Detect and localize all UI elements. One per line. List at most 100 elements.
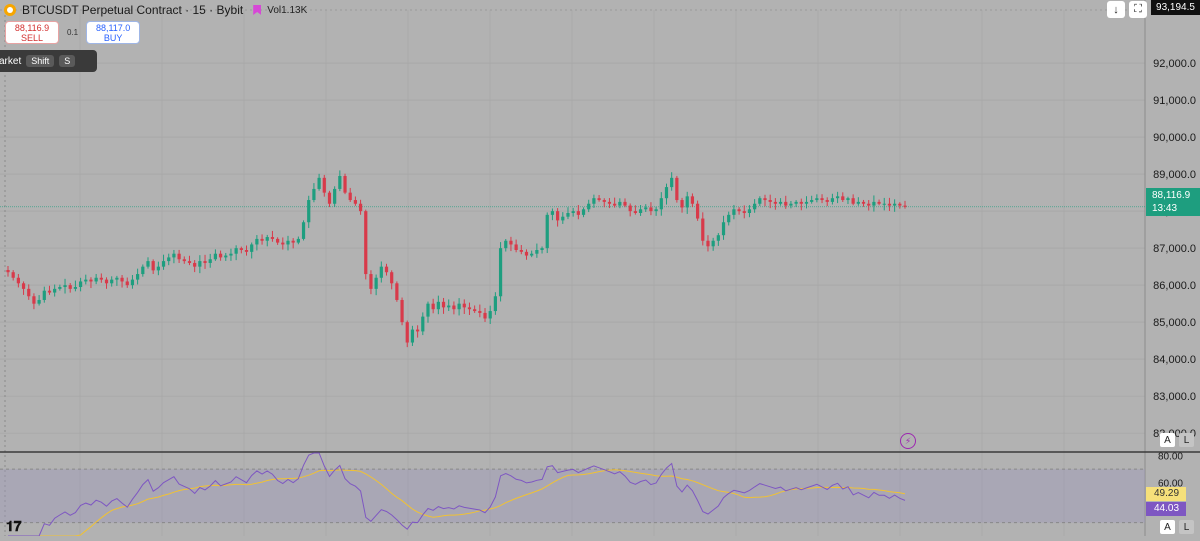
- candle: [384, 263, 389, 276]
- candle-body: [846, 198, 850, 201]
- shortcut-key-shift: Shift: [26, 55, 55, 67]
- candle: [773, 198, 777, 210]
- price-tick-label: 84,000.0: [1153, 354, 1196, 366]
- candle-body: [364, 211, 368, 275]
- price-tick-label: 92,000.0: [1153, 58, 1196, 70]
- candle-body: [255, 238, 259, 245]
- candle: [255, 235, 259, 251]
- bar-countdown: 13:43: [1152, 203, 1178, 214]
- candle: [27, 284, 31, 300]
- candle-body: [395, 283, 399, 300]
- candle: [270, 230, 275, 242]
- candle: [11, 270, 15, 281]
- candle: [115, 275, 119, 286]
- chart-top-buttons: ↓ ⛶: [1107, 1, 1147, 18]
- candle-body: [42, 290, 46, 300]
- candle: [467, 302, 472, 315]
- candle-body: [312, 188, 316, 201]
- candle-body: [576, 211, 580, 215]
- candle: [229, 248, 233, 261]
- tooltip-label: arket: [0, 55, 22, 67]
- candle-body: [820, 198, 824, 201]
- candle: [125, 277, 129, 288]
- buy-button[interactable]: 88,117.0 BUY: [86, 21, 141, 44]
- rsi-ma-value-badge: 49.29: [1146, 487, 1186, 501]
- candle-body: [592, 198, 596, 204]
- symbol-title[interactable]: BTCUSDT Perpetual Contract · 15 · Bybit: [22, 3, 244, 17]
- candle: [856, 197, 860, 206]
- candle-body: [711, 240, 715, 247]
- candle-body: [156, 266, 160, 271]
- candle: [768, 194, 772, 209]
- rsi-log-scale-toggle[interactable]: L: [1179, 520, 1194, 534]
- candle: [136, 268, 140, 285]
- candle: [16, 273, 20, 288]
- down-arrow-icon[interactable]: ↓: [1107, 1, 1125, 18]
- rsi-auto-scale-toggle[interactable]: A: [1160, 520, 1175, 534]
- sell-button[interactable]: 88,116.9 SELL: [5, 21, 59, 44]
- candle-body: [462, 303, 466, 308]
- candle-body: [644, 207, 648, 210]
- candle: [664, 183, 669, 205]
- auto-scale-toggle[interactable]: A: [1160, 433, 1175, 447]
- candle-body: [898, 203, 902, 206]
- flag-marker-icon[interactable]: [253, 5, 262, 15]
- crosshair-price-label: 93,194.5: [1151, 0, 1200, 15]
- candle-body: [737, 209, 741, 212]
- candle-body: [353, 200, 358, 204]
- candle: [141, 264, 145, 277]
- candle: [561, 212, 565, 224]
- log-scale-toggle[interactable]: L: [1179, 433, 1194, 447]
- candle: [483, 308, 487, 322]
- candle: [37, 295, 41, 306]
- candle-body: [664, 187, 669, 199]
- candle: [265, 234, 269, 247]
- buy-label: BUY: [103, 32, 123, 43]
- candle-body: [706, 240, 710, 247]
- candles: [6, 170, 907, 348]
- candle: [447, 299, 451, 312]
- candle-body: [882, 203, 886, 205]
- candle: [820, 194, 824, 204]
- candle-body: [89, 279, 93, 282]
- candle-body: [701, 218, 705, 241]
- candle-body: [587, 203, 591, 210]
- candle: [421, 312, 425, 336]
- candle-body: [208, 259, 212, 263]
- candle: [21, 281, 26, 295]
- candle: [825, 197, 829, 207]
- price-tick-label: 89,000.0: [1153, 169, 1196, 181]
- candle: [509, 236, 513, 252]
- rsi-line: [8, 452, 906, 537]
- order-quantity[interactable]: 0.1: [67, 28, 79, 37]
- candle: [379, 261, 383, 283]
- candle: [353, 196, 358, 206]
- candle: [690, 193, 695, 208]
- candle-body: [53, 288, 57, 293]
- candle-body: [690, 196, 695, 204]
- candle: [426, 301, 430, 323]
- candle-body: [825, 200, 829, 202]
- candle: [810, 195, 814, 204]
- last-price-value: 88,116.9: [1152, 190, 1191, 201]
- candle: [695, 200, 700, 221]
- candle-body: [758, 198, 762, 204]
- candle-body: [322, 177, 326, 193]
- candle: [644, 204, 648, 212]
- fullscreen-icon[interactable]: ⛶: [1129, 1, 1147, 18]
- candle-body: [410, 329, 415, 343]
- candle-body: [555, 211, 560, 221]
- shortcut-key-s: S: [59, 55, 76, 67]
- candle: [732, 204, 736, 220]
- candle-body: [581, 209, 586, 215]
- candle: [706, 235, 710, 252]
- candle-body: [851, 198, 855, 204]
- candle: [327, 190, 332, 208]
- candle-body: [441, 301, 446, 308]
- candle: [685, 191, 689, 214]
- lightning-icon[interactable]: ⚡: [900, 433, 916, 449]
- candle-body: [110, 279, 114, 284]
- candle-body: [659, 198, 663, 210]
